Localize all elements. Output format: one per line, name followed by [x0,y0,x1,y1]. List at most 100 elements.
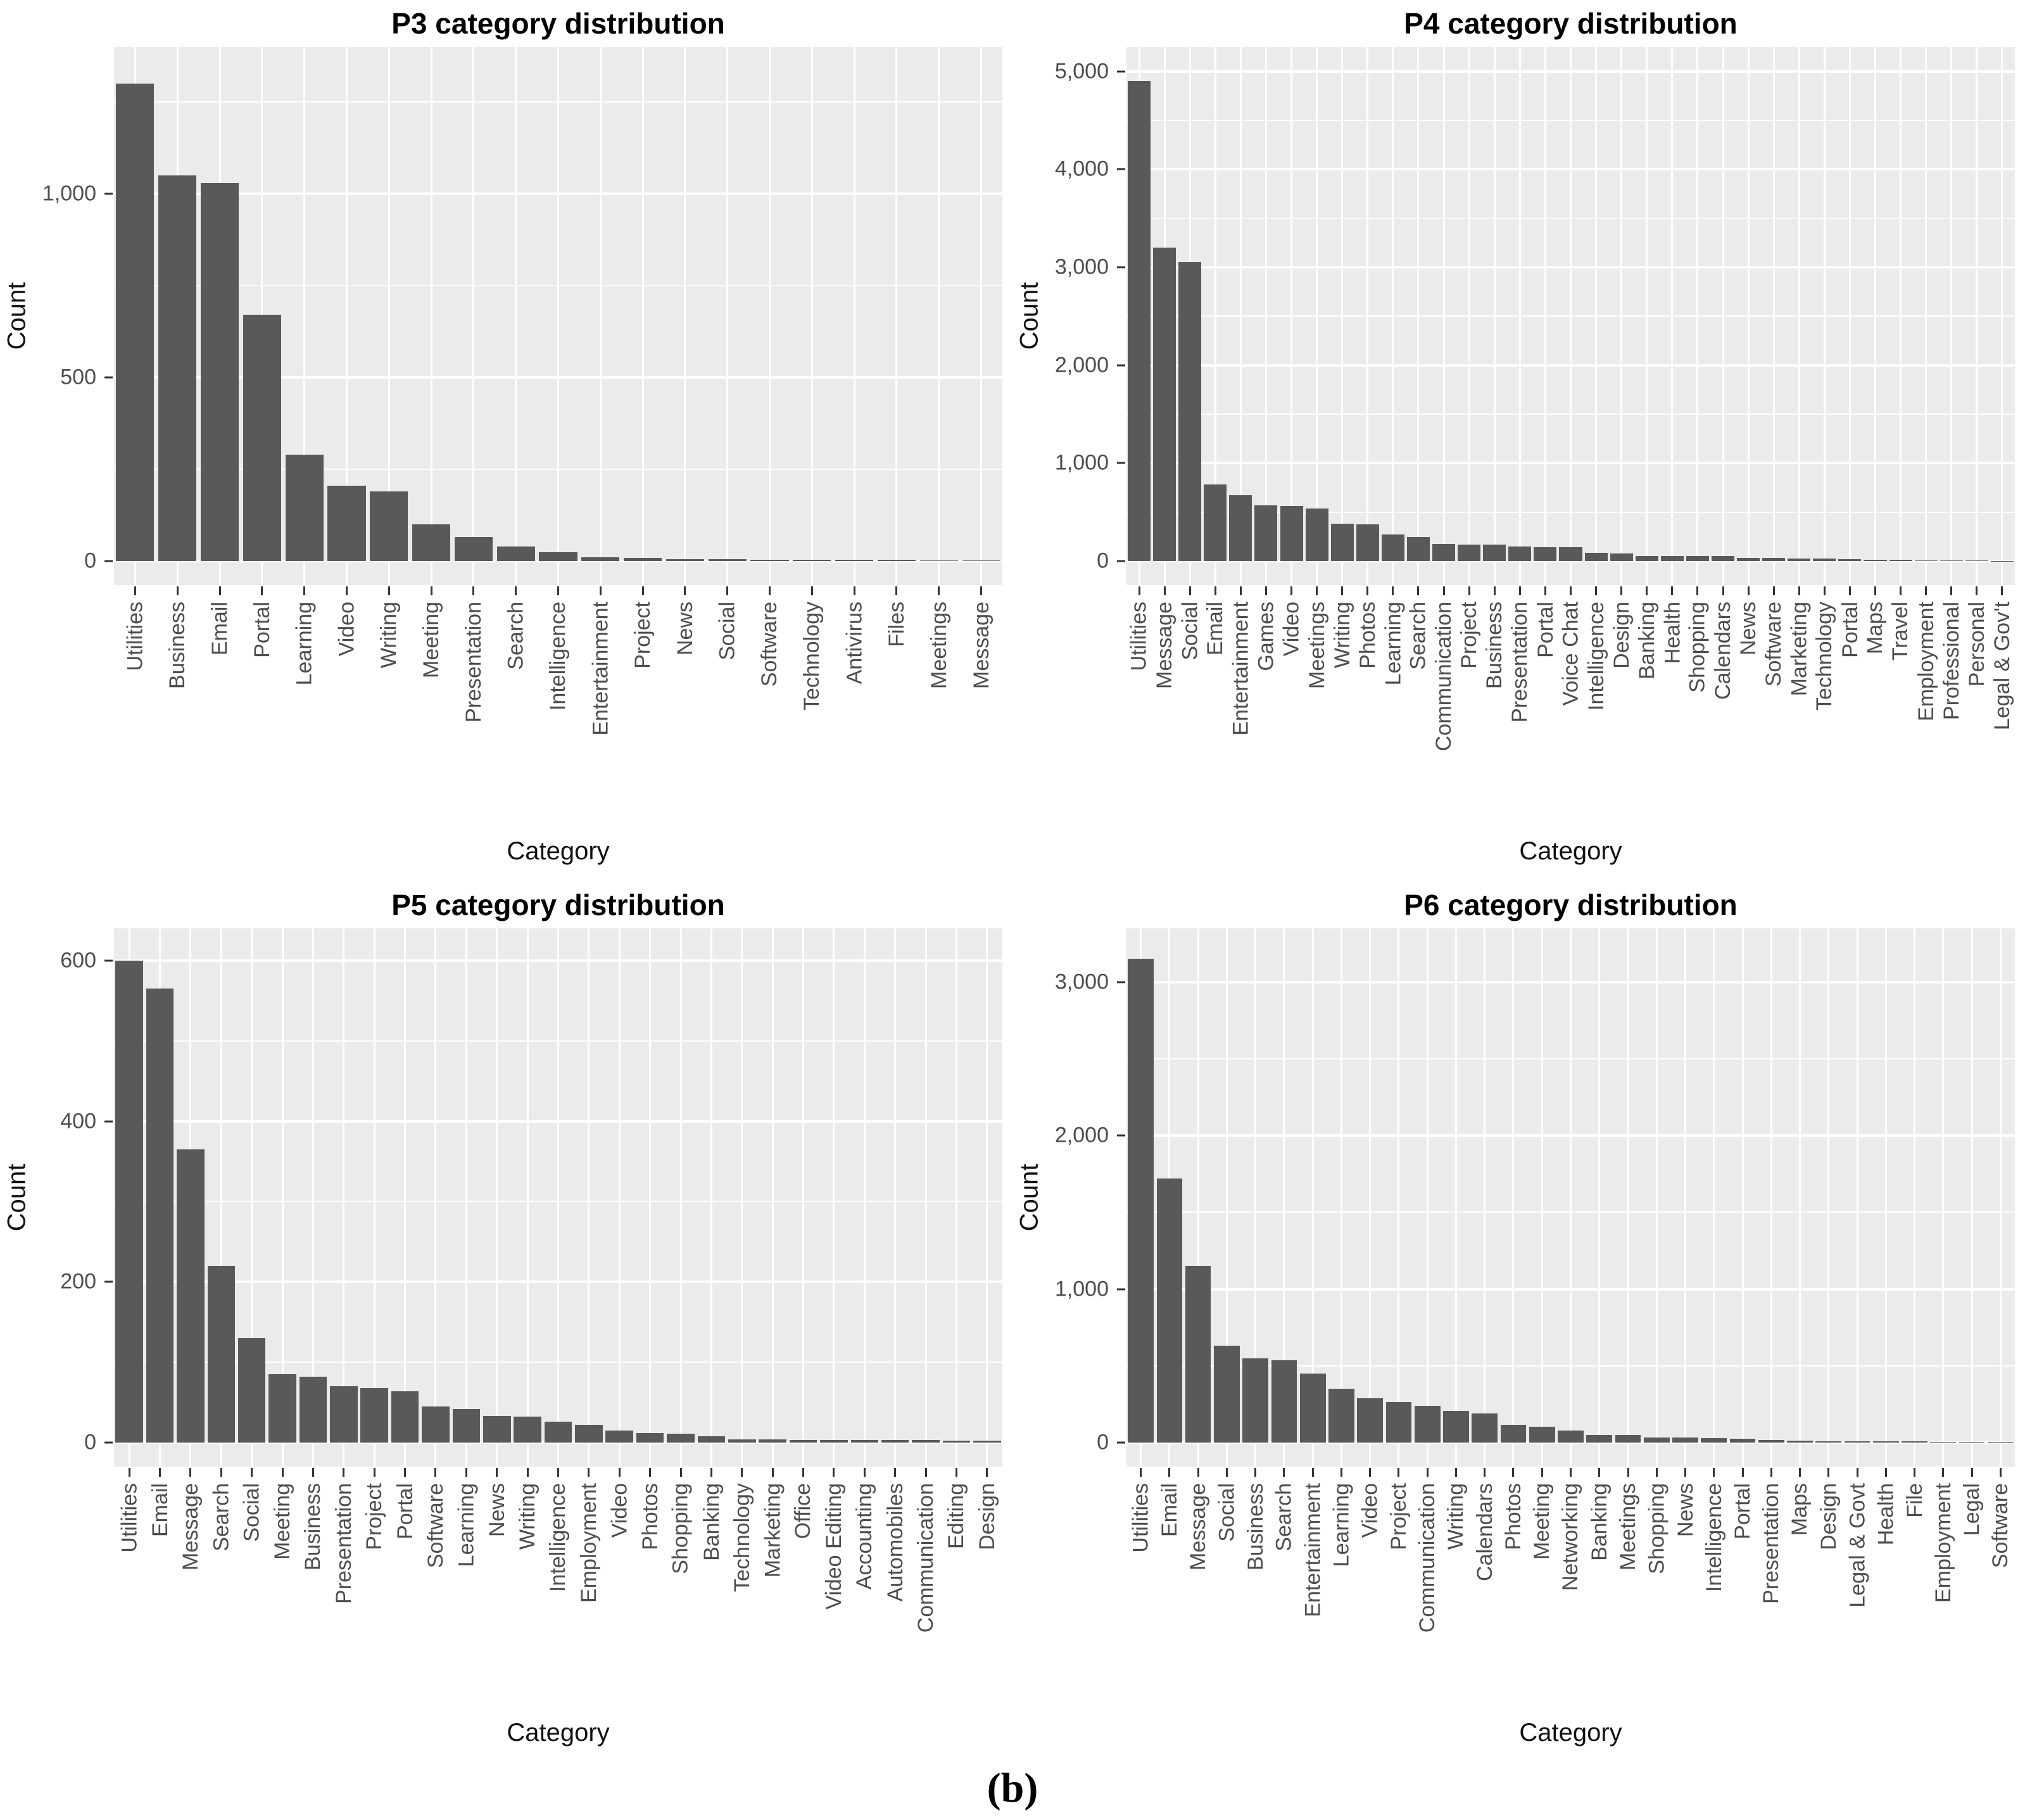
y-tick-label: 500 [60,365,96,389]
chart-title: P6 category distribution [1404,888,1738,921]
x-tick-mark [1140,1468,1142,1477]
bar [1271,1360,1297,1443]
x-tick-label: Search [503,602,528,670]
vertical-gridline [2001,47,2003,585]
x-tick-label: Voice Chat [1558,602,1583,706]
y-axis-title: Count [3,282,31,350]
x-tick-mark [1713,1468,1715,1477]
y-tick-mark [104,193,113,195]
x-tick-mark [159,1468,161,1477]
x-tick-mark [430,586,432,595]
bar [1508,546,1532,561]
x-tick-mark [1848,586,1851,595]
x-tick-label: Shopping [1685,602,1710,693]
x-tick-mark [1417,586,1420,595]
x-tick-mark [726,586,729,595]
x-tick-label: Design [1816,1483,1841,1550]
bar [370,491,408,561]
y-tick-label: 400 [60,1109,96,1133]
bar [1902,1441,1927,1443]
x-tick-mark [1468,586,1470,595]
bar [243,315,281,561]
y-axis-title: Count [1015,282,1044,350]
vertical-gridline [1392,47,1394,585]
bar [116,84,155,561]
x-tick-mark [1722,586,1724,595]
y-tick-mark [1117,70,1125,73]
bar [942,1441,971,1443]
y-tick-mark [1117,266,1125,269]
x-tick-mark [980,586,983,595]
x-tick-label: Legal [1960,1483,1984,1536]
x-axis-tick-labels: Utilities Business Email Portal Learning Vide… [114,597,1002,832]
vertical-gridline [1741,928,1744,1467]
bar [1204,484,1227,561]
x-tick-mark [251,1468,253,1477]
vertical-gridline [434,928,437,1467]
x-tick-mark [1772,586,1775,595]
x-tick-mark [1239,586,1242,595]
vertical-gridline [1620,47,1623,585]
bar [881,1440,909,1443]
x-tick-label: Business [1482,602,1507,689]
vertical-gridline [1341,47,1344,585]
x-tick-mark [618,1468,621,1477]
x-tick-label: Writing [1330,602,1354,669]
x-tick-label: Message [1186,1483,1211,1570]
plot-panel [1126,47,2015,585]
x-tick-label: Presentation [1508,602,1532,723]
x-tick-label: Meeting [1530,1483,1555,1560]
vertical-gridline [496,928,498,1467]
bar [1940,560,1963,561]
vertical-gridline [679,928,682,1467]
bar [237,1338,266,1443]
x-tick-mark [1283,1468,1285,1477]
vertical-gridline [1493,47,1496,585]
x-tick-label: Search [1406,602,1430,670]
bar [1737,557,1760,561]
vertical-gridline [1254,928,1257,1467]
x-tick-mark [2001,586,2003,595]
x-tick-label: Business [301,1483,325,1570]
x-tick-mark [281,1468,284,1477]
x-tick-mark [1225,1468,1228,1477]
chart-grid: P3 category distribution Count 0 500 1,000… [3,7,2015,1747]
x-tick-mark [1595,586,1598,595]
x-tick-mark [218,586,221,595]
vertical-gridline [1570,47,1572,585]
vertical-gridline [526,928,529,1467]
bar [1930,1441,1957,1443]
vertical-gridline [649,928,652,1467]
plot-panel [1126,928,2015,1467]
chart-title: P5 category distribution [391,888,725,921]
bar [1229,495,1252,561]
bar [1729,1438,1756,1443]
bar [581,557,620,561]
x-tick-mark [1426,1468,1429,1477]
x-tick-mark [1544,586,1546,595]
bar [1844,1441,1870,1443]
x-tick-mark [1696,586,1699,595]
x-tick-label: Meeting [419,602,444,678]
x-tick-mark [312,1468,314,1477]
x-tick-label: Utilities [1127,602,1152,671]
x-tick-label: Communication [1432,602,1456,752]
x-tick-mark [1620,586,1623,595]
x-tick-label: Design [975,1483,999,1550]
bar [285,454,324,561]
y-tick-mark [104,376,113,379]
bar [835,560,874,561]
x-tick-mark [986,1468,988,1477]
vertical-gridline [1942,928,1945,1467]
bar [115,960,143,1443]
bar [1500,1425,1527,1443]
bar [496,546,535,561]
x-tick-label: Message [1152,602,1177,689]
x-tick-label: Video [1279,602,1304,657]
vertical-gridline [1468,47,1470,585]
x-tick-label: Video Editing [821,1483,846,1610]
x-tick-mark [1541,1468,1543,1477]
bar [1357,1398,1384,1443]
x-tick-mark [465,1468,467,1477]
x-axis-tick-marks [114,585,1002,597]
